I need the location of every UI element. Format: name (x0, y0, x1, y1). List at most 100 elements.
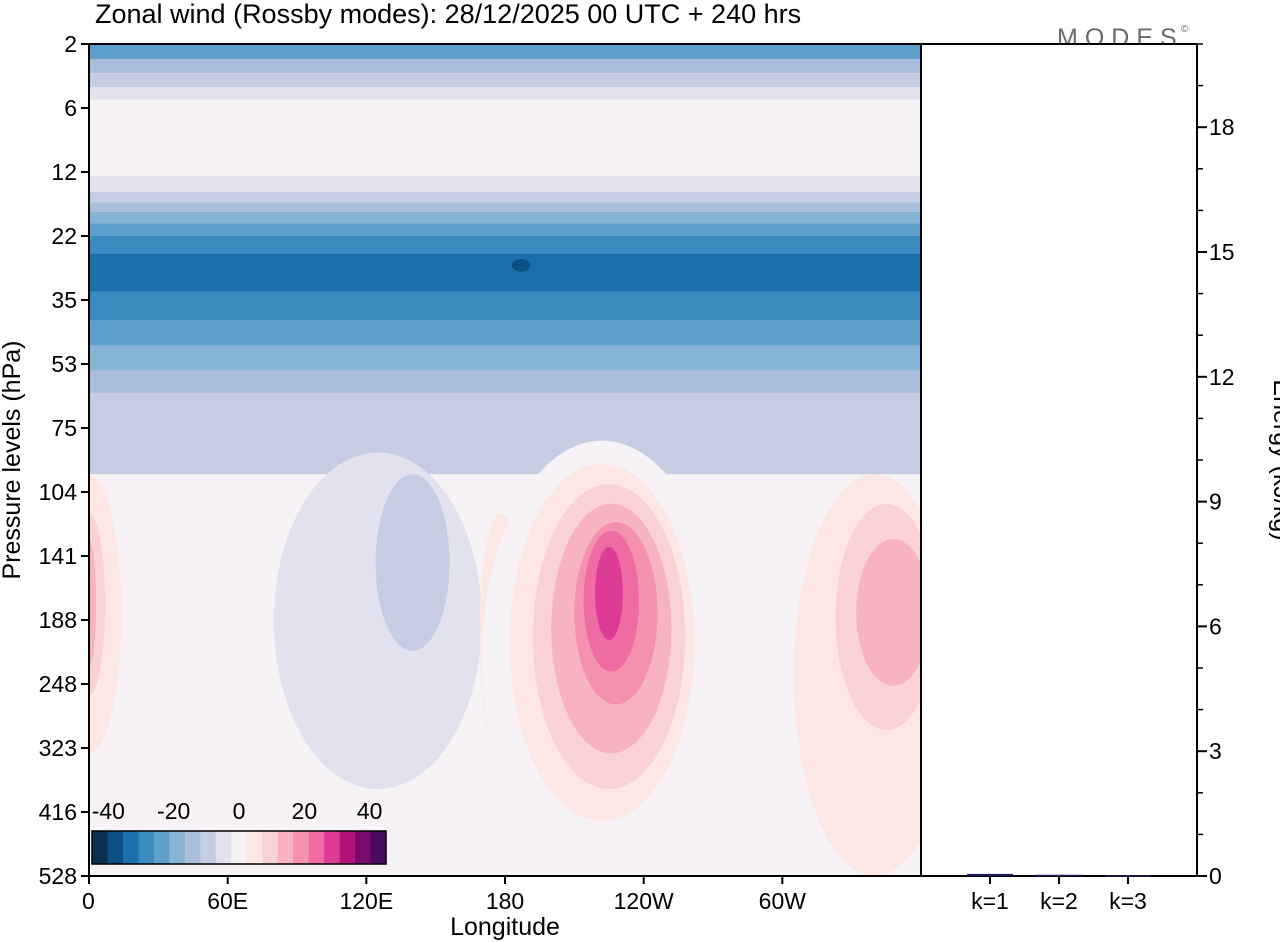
wind-band (89, 291, 921, 321)
pressure-tick-label: 35 (51, 287, 77, 313)
wind-contour-region (595, 546, 623, 641)
pressure-tick-label: 12 (51, 159, 77, 185)
energy-category-label: k=3 (1109, 888, 1147, 914)
longitude-axis: 0 60E 120E 180 120W 60W (82, 876, 806, 914)
pressure-tick-label: 53 (51, 351, 77, 377)
wind-band (89, 392, 921, 475)
wind-band (89, 73, 921, 88)
colorbar-swatch (370, 831, 387, 864)
chart-title: Zonal wind (Rossby modes): 28/12/2025 00… (95, 0, 801, 29)
y-axis-title: Pressure levels (hPa) (0, 341, 26, 580)
wind-band (89, 87, 921, 100)
pressure-tick-label: 6 (64, 95, 77, 121)
wind-band (89, 320, 921, 346)
wind-band (89, 191, 921, 203)
energy-axis-title: Energy (kJ/kg) (1268, 379, 1280, 540)
colorbar: -40 -20 0 20 40 (91, 798, 387, 865)
wind-band (89, 59, 921, 74)
wind-band (89, 223, 921, 236)
colorbar-swatch (262, 831, 278, 864)
energy-tick-label: 6 (1209, 613, 1222, 639)
energy-category-label: k=2 (1040, 888, 1078, 914)
colorbar-swatch (277, 831, 294, 864)
pressure-tick-label: 248 (39, 671, 77, 697)
longitude-tick-label: 120E (339, 888, 393, 914)
wind-contour-region (856, 538, 921, 686)
colorbar-swatch (324, 831, 340, 864)
colorbar-label: 40 (357, 798, 383, 824)
wind-contour-region (89, 538, 96, 667)
longitude-tick-label: 120W (614, 888, 674, 914)
colorbar-label: 0 (233, 798, 246, 824)
colorbar-swatch (231, 831, 248, 864)
colorbar-swatch (246, 831, 263, 864)
pressure-tick-label: 141 (39, 543, 77, 569)
colorbar-swatches (92, 831, 387, 864)
wind-band (89, 176, 921, 192)
pressure-tick-label: 323 (39, 735, 77, 761)
colorbar-label: -20 (157, 798, 190, 824)
pressure-tick-label: 22 (51, 223, 77, 249)
colorbar-swatch (339, 831, 356, 864)
colorbar-swatch (169, 831, 186, 864)
colorbar-swatch (138, 831, 155, 864)
colorbar-frame (91, 830, 387, 865)
wind-band (89, 99, 921, 177)
pressure-tick-label: 188 (39, 607, 77, 633)
energy-tick-label: 12 (1209, 364, 1235, 390)
energy-category-label: k=1 (971, 888, 1009, 914)
longitude-tick-label: 0 (82, 888, 95, 914)
energy-tick-label: 3 (1209, 738, 1222, 764)
colorbar-label: -40 (92, 798, 125, 824)
energy-bar (1105, 875, 1151, 877)
energy-tick-label: 9 (1209, 489, 1222, 515)
longitude-tick-label: 60W (759, 888, 807, 914)
heatmap-contours (89, 259, 921, 876)
colorbar-swatch (215, 831, 232, 864)
colorbar-swatch (355, 831, 371, 864)
colorbar-swatch (308, 831, 325, 864)
energy-axis: 0 3 6 9 12 15 18 (1197, 43, 1235, 889)
pressure-tick-label: 416 (39, 799, 77, 825)
energy-bar (1036, 874, 1082, 877)
colorbar-swatch (293, 831, 309, 864)
pressure-tick-label: 75 (51, 415, 77, 441)
colorbar-swatch (107, 831, 124, 864)
colorbar-swatch (122, 831, 139, 864)
energy-bars (967, 873, 1151, 877)
wind-contour-region (511, 259, 531, 272)
energy-tick-label: 15 (1209, 239, 1235, 265)
modes-logo-mark: © (1181, 24, 1189, 35)
energy-tick-label: 18 (1209, 114, 1235, 140)
colorbar-labels: -40 -20 0 20 40 (92, 798, 383, 824)
colorbar-swatch (92, 831, 108, 864)
wind-contour-region (273, 452, 482, 790)
pressure-tick-label: 528 (39, 863, 77, 889)
wind-band (89, 253, 921, 292)
colorbar-swatch (153, 831, 170, 864)
energy-categories: k=1 k=2 k=3 (971, 876, 1147, 914)
pressure-tick-label: 2 (64, 31, 77, 57)
wind-band (89, 44, 921, 60)
wind-contour-region (375, 474, 450, 652)
wind-band (89, 345, 921, 371)
wind-band (89, 370, 921, 393)
longitude-tick-label: 180 (486, 888, 524, 914)
wind-contour-region (204, 484, 297, 722)
pressure-axis: 2 6 12 22 35 53 75 104 141 188 248 323 416 528 (39, 31, 89, 889)
energy-bar-chart: 0 3 6 9 12 15 18 k=1 k=2 k=3 Energy (kJ/kg) (920, 43, 1280, 914)
wind-band (89, 236, 921, 254)
colorbar-swatch (200, 831, 217, 864)
energy-bar (967, 873, 1013, 876)
x-axis-title: Longitude (450, 913, 560, 941)
wind-band (89, 202, 921, 212)
colorbar-label: 20 (292, 798, 318, 824)
colorbar-swatch (184, 831, 201, 864)
energy-plot-frame (920, 43, 1198, 877)
pressure-tick-label: 104 (39, 479, 78, 505)
wind-band (89, 211, 921, 224)
longitude-tick-label: 60E (207, 888, 248, 914)
zonal-wind-heatmap (89, 44, 921, 876)
energy-tick-label: 0 (1209, 863, 1222, 889)
